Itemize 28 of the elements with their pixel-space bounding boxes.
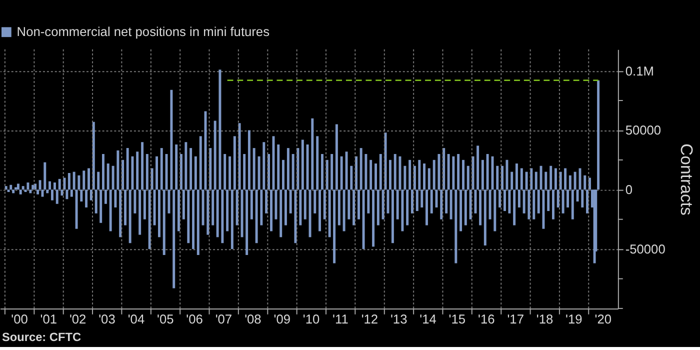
x-tick-label: '02	[69, 311, 86, 326]
x-tick-label: '05	[157, 311, 174, 326]
x-tick-label: '14	[420, 311, 436, 326]
x-tick-label: '10	[302, 311, 320, 326]
x-tick-label: '19	[566, 311, 582, 326]
x-tick-label: '06	[186, 311, 203, 326]
x-tick-label: '16	[478, 311, 495, 326]
y-tick-label: 50000	[625, 122, 662, 138]
x-tick-label: '20	[594, 311, 612, 326]
x-tick-label: '12	[361, 311, 378, 326]
source-note: Source: CFTC	[2, 330, 82, 344]
x-tick-label: '04	[128, 311, 145, 326]
y-axis-title: Contracts	[677, 143, 696, 216]
y-tick-label: -50000	[625, 241, 666, 256]
x-tick-label: '01	[40, 311, 58, 326]
x-tick-label: '13	[390, 311, 408, 326]
x-tick-label: '00	[11, 311, 28, 326]
x-tick-label: '18	[536, 311, 554, 326]
x-tick-label: '07	[215, 311, 232, 326]
x-tick-label: '08	[244, 311, 262, 326]
x-tick-label: '03	[98, 311, 116, 326]
x-tick-label: '09	[274, 311, 290, 326]
y-tick-label: 0.1M	[625, 63, 654, 78]
x-tick-label: '17	[507, 311, 524, 326]
x-tick-label: '15	[448, 311, 466, 326]
x-tick-label: '11	[332, 311, 348, 326]
legend-label: Non-commercial net positions in mini futures	[16, 24, 270, 40]
y-tick-label: 0	[625, 182, 633, 198]
